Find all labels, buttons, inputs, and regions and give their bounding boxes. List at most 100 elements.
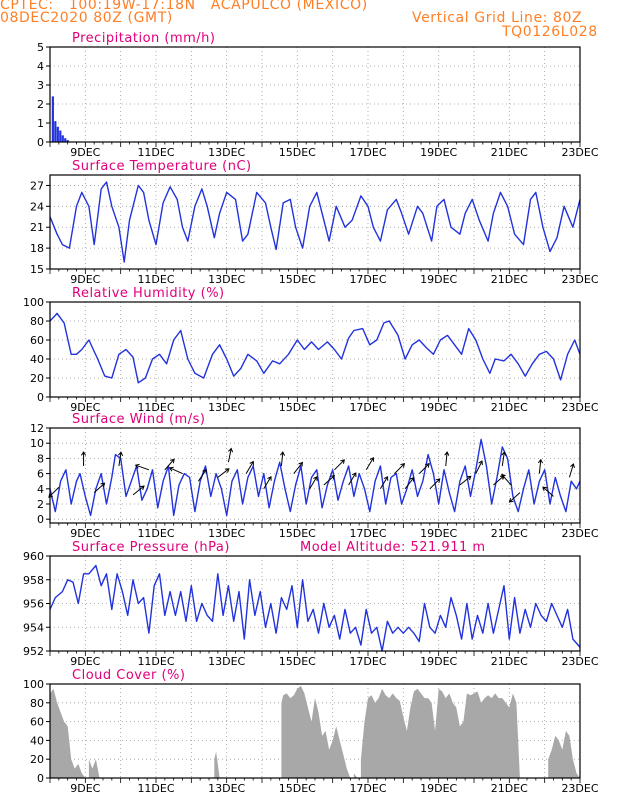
x-tick-label: 13DEC <box>208 782 245 795</box>
wind-arrowhead <box>409 476 415 482</box>
x-tick-label: 23DEC <box>561 782 598 795</box>
x-tick-label: 13DEC <box>208 273 245 286</box>
wind-arrow <box>365 457 374 471</box>
wind-arrow <box>475 460 483 474</box>
x-tick-label: 11DEC <box>137 527 174 540</box>
wind-arrowhead <box>168 466 174 472</box>
y-tick-label: 2 <box>37 498 44 511</box>
x-tick-label: 11DEC <box>137 655 174 668</box>
wind-arrow <box>293 462 303 474</box>
wind-arrowhead <box>139 485 145 491</box>
wind-arrowhead <box>435 478 441 483</box>
cloud-area <box>214 751 220 778</box>
wind-arrow <box>280 452 284 467</box>
wind-arrowhead <box>499 475 505 480</box>
panel-0: Precipitation (mm/h) 0 1 2 3 4 5 9DEC 11DEC 13DEC… <box>37 31 599 159</box>
wind-arrowhead <box>508 497 514 503</box>
wind-arrowhead <box>501 473 506 479</box>
y-tick-label: 40 <box>30 734 44 747</box>
wind-arrow <box>501 474 512 486</box>
y-tick-label: 27 <box>30 179 44 192</box>
y-tick-label: 2 <box>37 98 44 111</box>
x-tick-label: 9DEC <box>70 527 100 540</box>
x-tick-label: 13DEC <box>208 655 245 668</box>
wind-arrowhead <box>267 476 272 481</box>
wind-arrow <box>164 458 175 471</box>
wind-arrowhead <box>425 463 430 468</box>
y-tick-label: 960 <box>23 550 44 563</box>
x-tick-label: 19DEC <box>420 782 457 795</box>
y-tick-label: 1 <box>37 117 44 130</box>
x-tick-label: 23DEC <box>561 527 598 540</box>
header-grid-note: Vertical Grid Line: 80Z <box>412 10 583 26</box>
wind-arrowhead <box>249 460 254 466</box>
wind-arrowhead <box>330 475 335 480</box>
y-tick-label: 0 <box>37 391 44 404</box>
wind-arrow <box>509 492 521 503</box>
x-tick-label: 15DEC <box>279 401 316 414</box>
y-tick-label: 20 <box>30 753 44 766</box>
panel-4: Surface Pressure (hPa) Model Altitude: 52… <box>23 540 599 668</box>
x-tick-label: 9DEC <box>70 273 100 286</box>
panel-1: Surface Temperature (nC) 15 18 21 24 27 9DEC 11… <box>30 159 599 286</box>
series-line <box>49 438 581 517</box>
x-tick-label: 23DEC <box>561 401 598 414</box>
wind-arrow <box>418 463 430 474</box>
x-tick-label: 9DEC <box>70 401 100 414</box>
panel-annotation: Model Altitude: 521.911 m <box>300 540 486 555</box>
x-tick-label: 19DEC <box>420 655 457 668</box>
precip-bar <box>66 140 69 142</box>
wind-arrow <box>568 463 574 478</box>
panel-title: Surface Wind (m/s) <box>72 412 205 427</box>
cloud-area <box>548 731 580 778</box>
series-line <box>49 181 581 263</box>
wind-arrow <box>348 472 357 486</box>
x-tick-label: 23DEC <box>561 655 598 668</box>
x-tick-label: 21DEC <box>491 273 528 286</box>
x-tick-label: 21DEC <box>491 146 528 159</box>
wind-arrowhead <box>400 463 406 468</box>
wind-arrow <box>93 482 105 493</box>
x-tick-label: 19DEC <box>420 401 457 414</box>
wind-arrow <box>263 476 272 490</box>
x-tick-label: 9DEC <box>70 782 100 795</box>
wind-arrowhead <box>466 475 472 481</box>
x-tick-label: 11DEC <box>137 782 174 795</box>
x-tick-label: 9DEC <box>70 146 100 159</box>
wind-arrow <box>217 468 230 478</box>
wind-arrowhead <box>501 451 507 457</box>
wind-arrow <box>379 476 388 490</box>
y-tick-label: 100 <box>23 678 44 691</box>
x-tick-label: 15DEC <box>279 527 316 540</box>
y-tick-label: 5 <box>37 41 44 54</box>
wind-arrowhead <box>100 482 106 488</box>
wind-arrow <box>135 464 150 471</box>
x-tick-label: 19DEC <box>420 273 457 286</box>
panel-title: Surface Pressure (hPa) <box>72 540 230 555</box>
x-tick-label: 11DEC <box>137 146 174 159</box>
wind-arrow <box>245 461 254 474</box>
x-tick-label: 17DEC <box>349 401 386 414</box>
wind-arrow <box>132 485 145 496</box>
precip-bar <box>56 126 59 142</box>
y-tick-label: 0 <box>37 136 44 149</box>
precip-bar <box>61 135 64 142</box>
wind-arrow <box>394 463 405 474</box>
y-tick-label: 18 <box>30 242 44 255</box>
wind-arrow <box>429 478 441 490</box>
wind-arrow <box>227 448 232 463</box>
x-tick-label: 15DEC <box>279 273 316 286</box>
wind-arrow <box>169 467 183 475</box>
wind-arrowhead <box>542 486 548 492</box>
x-tick-label: 15DEC <box>279 655 316 668</box>
y-tick-label: 0 <box>37 513 44 526</box>
x-tick-label: 15DEC <box>279 146 316 159</box>
y-tick-label: 100 <box>23 296 44 309</box>
y-tick-label: 3 <box>37 79 44 92</box>
header-code: TQ0126L028 <box>502 24 598 40</box>
cloud-area <box>360 688 520 778</box>
header-location: CPTEC: 100:19W-17:18N ACAPULCO (MEXICO) <box>0 0 368 13</box>
wind-arrowhead <box>340 459 345 464</box>
y-tick-label: 80 <box>30 315 44 328</box>
y-tick-label: 24 <box>30 200 44 213</box>
